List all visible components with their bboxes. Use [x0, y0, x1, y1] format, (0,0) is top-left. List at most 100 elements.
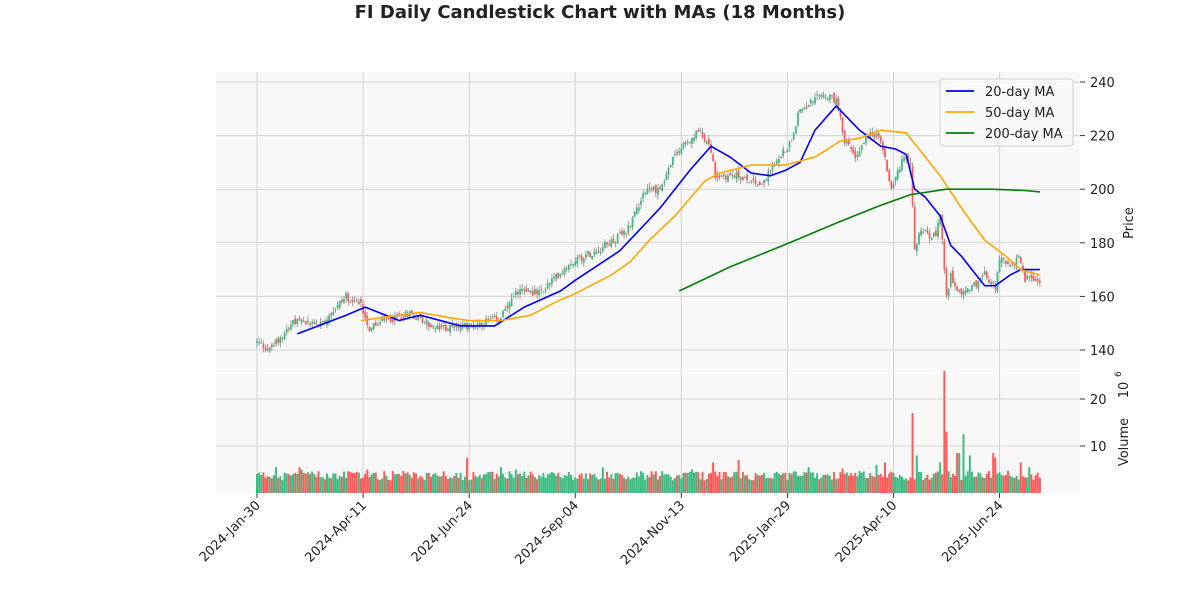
candle-body: [542, 291, 545, 293]
candle-body: [567, 265, 570, 270]
volume-bar: [877, 475, 880, 493]
candle-body: [935, 230, 937, 237]
candle-body: [741, 177, 744, 180]
candle-body: [924, 229, 927, 231]
volume-bar: [472, 471, 475, 493]
volume-bar: [529, 471, 532, 493]
candle-body: [650, 188, 653, 190]
volume-bar: [922, 479, 925, 493]
candle-body: [988, 279, 990, 283]
candle-body: [835, 98, 838, 105]
volume-bar: [531, 474, 534, 493]
volume-bar: [644, 479, 647, 493]
candle-body: [584, 254, 587, 258]
candle-body: [406, 314, 409, 317]
volume-bar: [366, 469, 369, 493]
candle-body: [264, 348, 267, 351]
candle-body: [778, 158, 780, 164]
volume-bar: [398, 473, 401, 493]
ma-line-20day: [297, 104, 1040, 335]
volume-bar: [777, 474, 780, 493]
volume-bar: [601, 467, 604, 493]
candle-body: [296, 319, 299, 325]
candle-body: [262, 344, 265, 349]
volume-bar: [896, 477, 899, 493]
volume-bar: [396, 474, 399, 493]
volume-bar: [591, 474, 594, 493]
volume-bar: [270, 478, 273, 493]
volume-bar: [557, 472, 560, 493]
candle-body: [809, 99, 812, 103]
volume-bar: [998, 472, 1001, 493]
volume-bar: [811, 472, 814, 493]
volume-bar: [985, 473, 988, 493]
candle-body: [621, 231, 623, 236]
candle-body: [691, 138, 693, 144]
volume-bar: [780, 475, 783, 493]
candle-body: [746, 174, 748, 181]
candle-body: [311, 321, 314, 324]
candle-body: [379, 322, 381, 325]
volume-bar: [614, 472, 617, 493]
candle-body: [256, 340, 258, 344]
candle-body: [671, 156, 674, 165]
volume-bar: [421, 477, 424, 493]
candle-body: [366, 316, 369, 325]
volume-bar: [330, 478, 333, 493]
candle-body: [686, 141, 689, 143]
candle-body: [828, 94, 831, 101]
date-tick-label: 2025-Apr-10: [833, 498, 900, 565]
volume-axis-label: Volume 10 6: [1114, 371, 1132, 466]
volume-bar: [347, 471, 350, 493]
volume-bar: [553, 473, 556, 493]
volume-bar: [256, 473, 258, 493]
volume-bar: [726, 476, 729, 493]
volume-bar: [476, 477, 479, 493]
volume-bar: [446, 478, 449, 493]
candle-body: [803, 108, 806, 110]
volume-bar: [903, 479, 906, 493]
candle-body: [304, 321, 307, 324]
volume-bar: [429, 476, 432, 493]
candle-body: [877, 132, 880, 138]
candle-body: [968, 290, 971, 292]
volume-bar: [616, 473, 619, 493]
candle-body: [447, 328, 449, 331]
volume-bar: [463, 476, 466, 493]
volume-bar: [1036, 472, 1039, 493]
volume-bar: [905, 478, 908, 493]
candle-body: [951, 270, 954, 284]
candle-body: [805, 106, 808, 109]
candle-body: [336, 305, 339, 309]
candle-body: [822, 94, 825, 98]
candle-body: [1002, 258, 1005, 260]
candle-body: [909, 162, 912, 165]
price-tick-label: 180: [1090, 237, 1115, 252]
candle-body: [353, 300, 356, 302]
volume-bar: [258, 472, 261, 493]
volume-bar: [881, 476, 884, 493]
volume-bar: [917, 471, 920, 493]
volume-bar: [864, 477, 867, 493]
candle-body: [814, 97, 816, 104]
volume-bar: [968, 455, 971, 493]
volume-bar: [1013, 478, 1016, 493]
volume-bar: [805, 472, 808, 493]
volume-bar: [873, 477, 876, 493]
date-tick-label: 2024-Jun-24: [409, 498, 476, 565]
volume-bar: [533, 477, 536, 493]
volume-bar: [603, 478, 606, 493]
volume-bar: [548, 473, 551, 493]
candle-body: [334, 309, 337, 311]
volume-bar: [275, 467, 278, 493]
candle-body: [593, 251, 596, 255]
candle-body: [657, 188, 659, 196]
candle-body: [502, 311, 505, 318]
candle-body: [517, 292, 519, 295]
ma-line-50day: [360, 129, 1041, 322]
candle-body: [629, 226, 632, 228]
volume-bar: [813, 477, 816, 493]
candle-body: [480, 323, 483, 327]
volume-bar: [364, 473, 367, 493]
chart-title: FI Daily Candlestick Chart with MAs (18 …: [355, 2, 846, 23]
